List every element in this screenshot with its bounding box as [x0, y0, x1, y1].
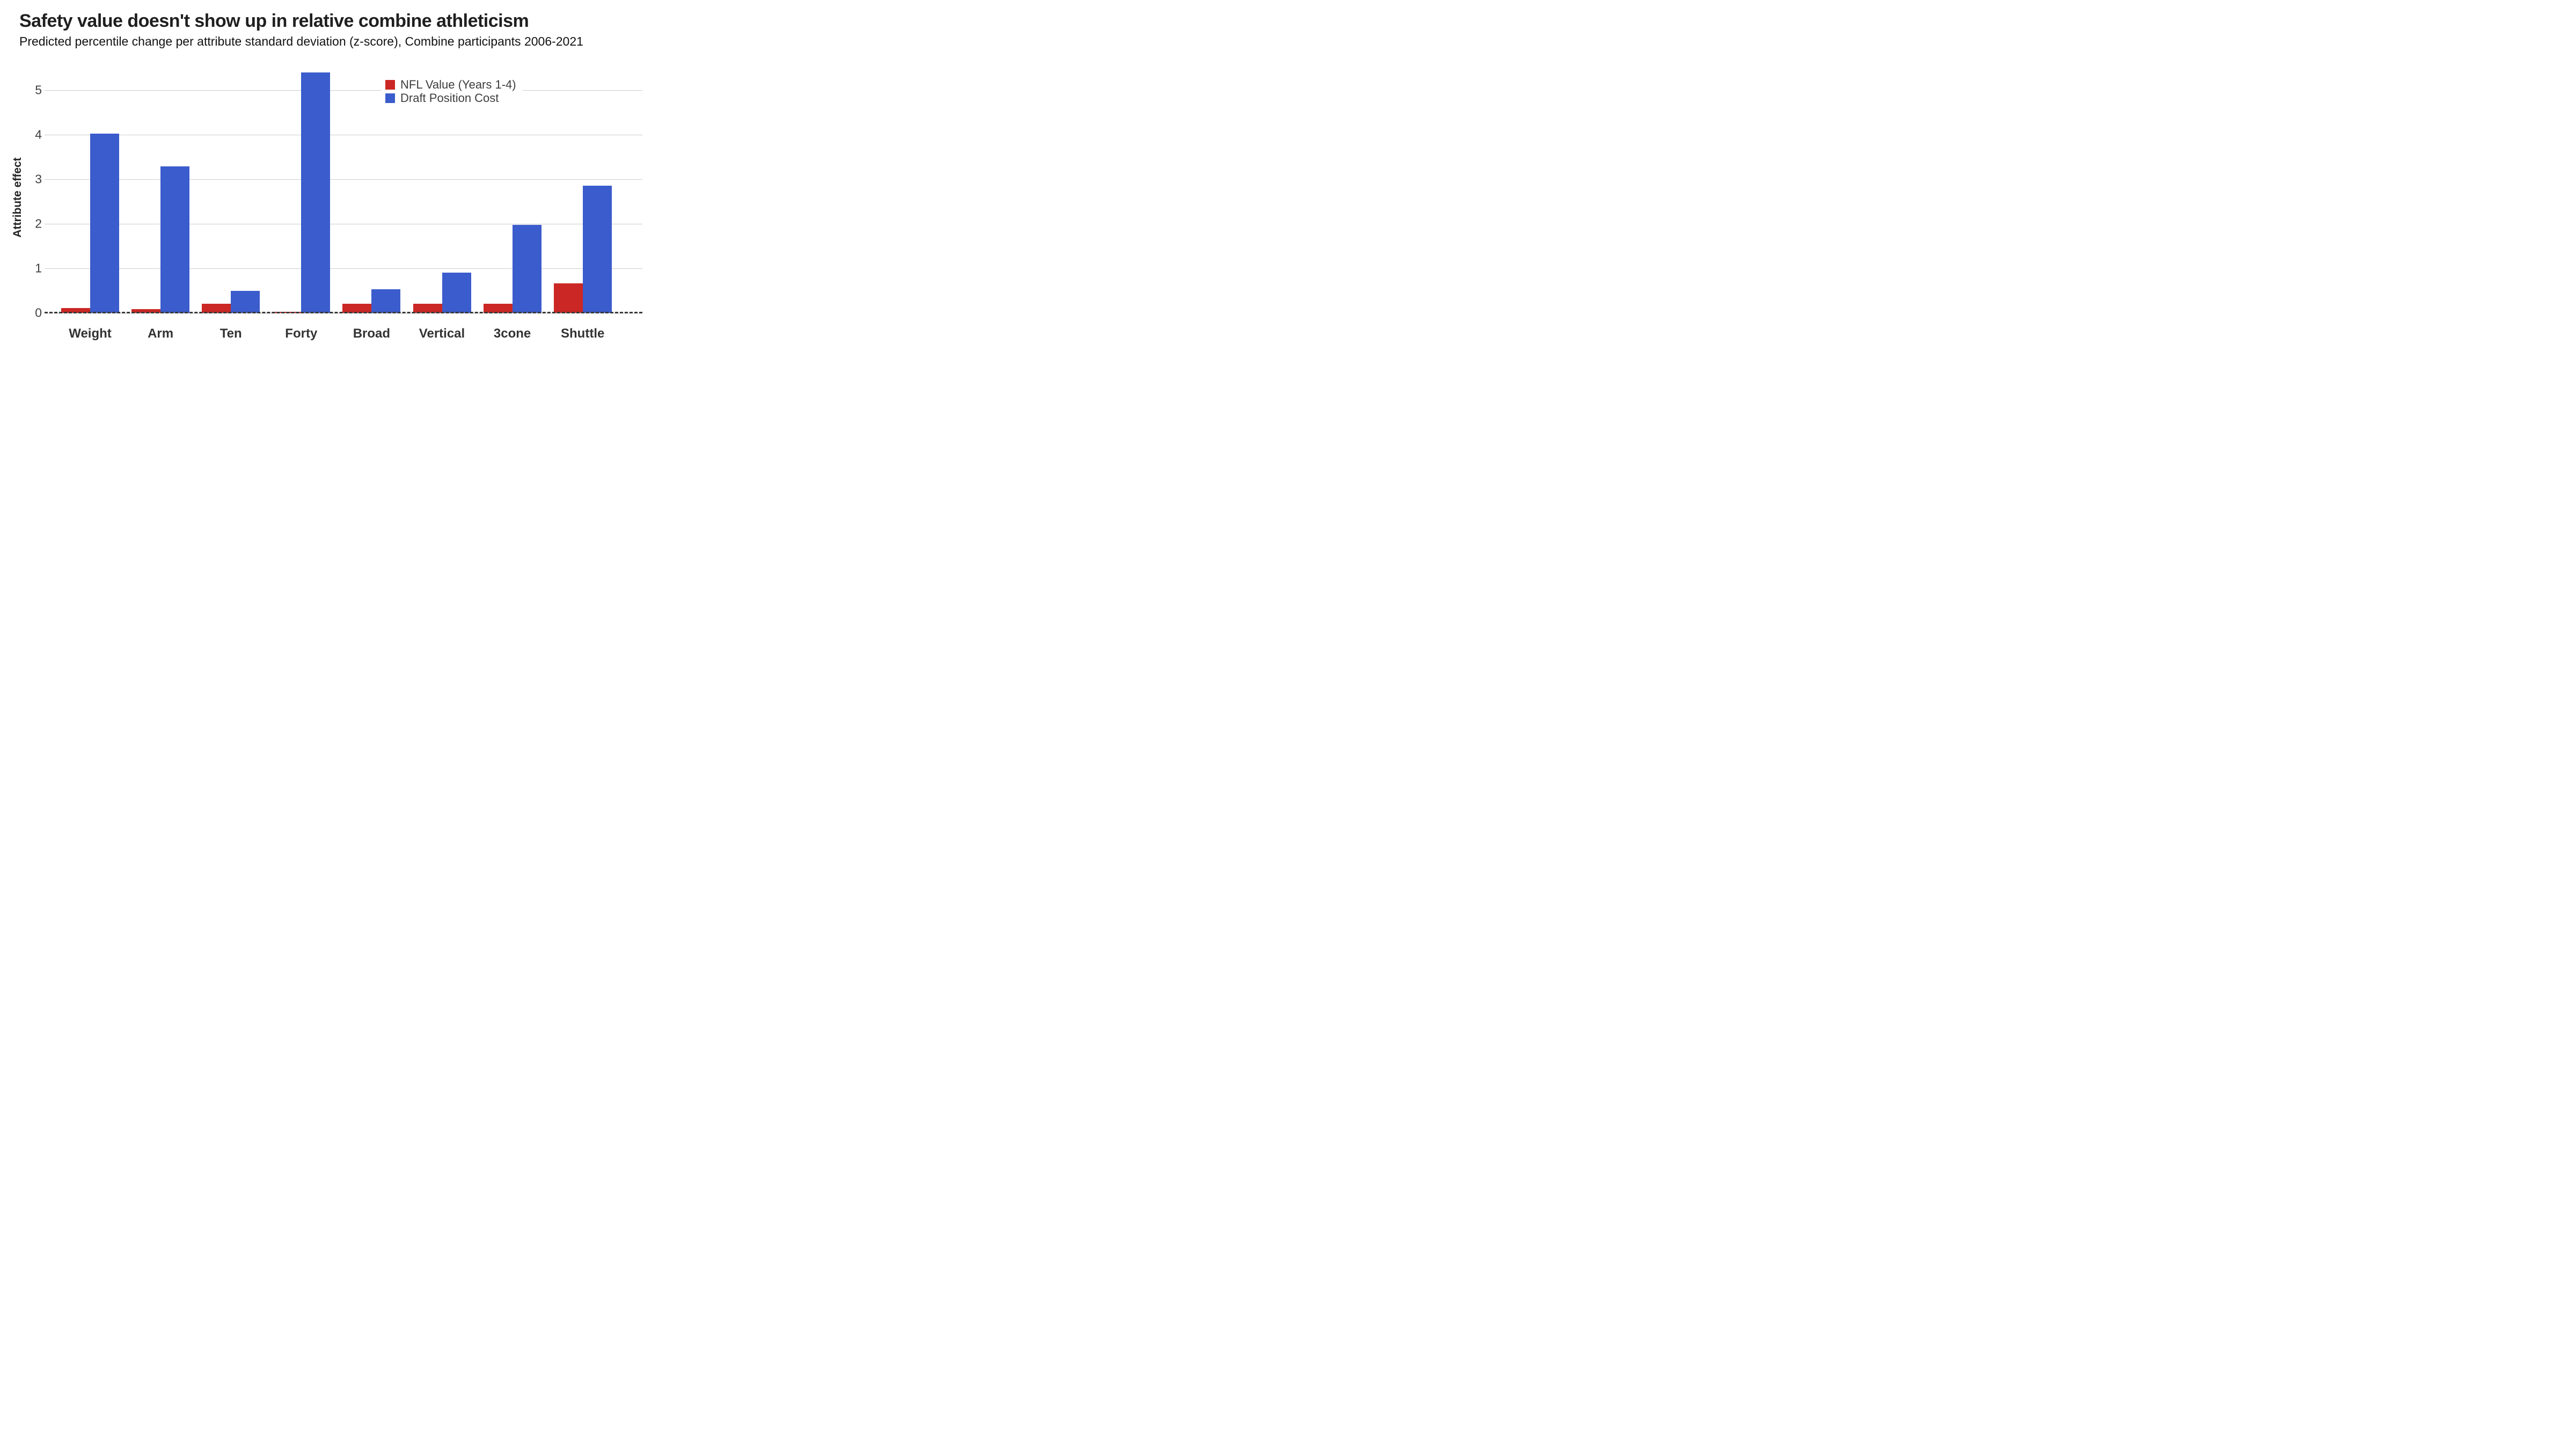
bar-ten-nfl-value — [202, 304, 231, 313]
x-tick-label-shuttle: Shuttle — [561, 326, 605, 341]
x-tick-label-broad: Broad — [353, 326, 391, 341]
bar-shuttle-draft-cost — [582, 185, 612, 313]
bar-vertical-draft-cost — [442, 273, 471, 313]
x-tick-label-ten: Ten — [219, 326, 242, 341]
bar-shuttle-nfl-value — [553, 283, 583, 313]
legend-label: NFL Value (Years 1-4) — [400, 77, 516, 91]
x-tick-label-forty: Forty — [285, 326, 318, 341]
legend: NFL Value (Years 1-4) Draft Position Cost — [381, 76, 523, 106]
chart-figure: Safety value doesn't show up in relative… — [0, 0, 644, 362]
gridline-y-3 — [45, 179, 642, 180]
bar-vertical-nfl-value — [413, 304, 442, 313]
bar-weight-draft-cost — [90, 134, 119, 313]
gridline-y-1 — [45, 268, 642, 269]
zero-baseline-dashed — [45, 312, 642, 313]
bar-arm-draft-cost — [160, 166, 190, 313]
gridline-y-5 — [45, 90, 642, 91]
y-tick-label-3: 3 — [35, 172, 42, 186]
y-tick-label-1: 1 — [35, 261, 42, 275]
y-axis-title: Attribute effect — [11, 157, 24, 238]
y-tick-label-2: 2 — [35, 216, 42, 231]
x-tick-label-arm: Arm — [148, 326, 174, 341]
x-tick-label-weight: Weight — [69, 326, 112, 341]
y-tick-label-0: 0 — [35, 305, 42, 320]
bar-3cone-draft-cost — [512, 224, 541, 313]
legend-label: Draft Position Cost — [400, 91, 499, 105]
legend-entry-nfl-value: NFL Value (Years 1-4) — [385, 78, 516, 91]
bar-weight-nfl-value — [61, 308, 90, 313]
bar-ten-draft-cost — [231, 290, 260, 313]
bar-arm-nfl-value — [131, 309, 161, 313]
bar-broad-nfl-value — [342, 304, 372, 313]
x-tick-label-3cone: 3cone — [493, 326, 531, 341]
legend-swatch-icon — [385, 93, 395, 103]
legend-entry-draft-cost: Draft Position Cost — [385, 91, 516, 105]
bar-broad-draft-cost — [371, 289, 401, 313]
plot-area: 0 1 2 3 4 5 Attribute effect Weight Arm Ten Fort… — [0, 0, 644, 362]
bar-3cone-nfl-value — [483, 304, 513, 313]
y-tick-label-5: 5 — [35, 83, 42, 97]
legend-swatch-icon — [385, 79, 395, 90]
chart-subtitle: Predicted percentile change per attribut… — [19, 34, 583, 48]
x-tick-label-vertical: Vertical — [419, 326, 465, 341]
y-tick-label-4: 4 — [35, 127, 42, 142]
bar-forty-draft-cost — [301, 72, 331, 313]
chart-title: Safety value doesn't show up in relative… — [19, 11, 529, 31]
